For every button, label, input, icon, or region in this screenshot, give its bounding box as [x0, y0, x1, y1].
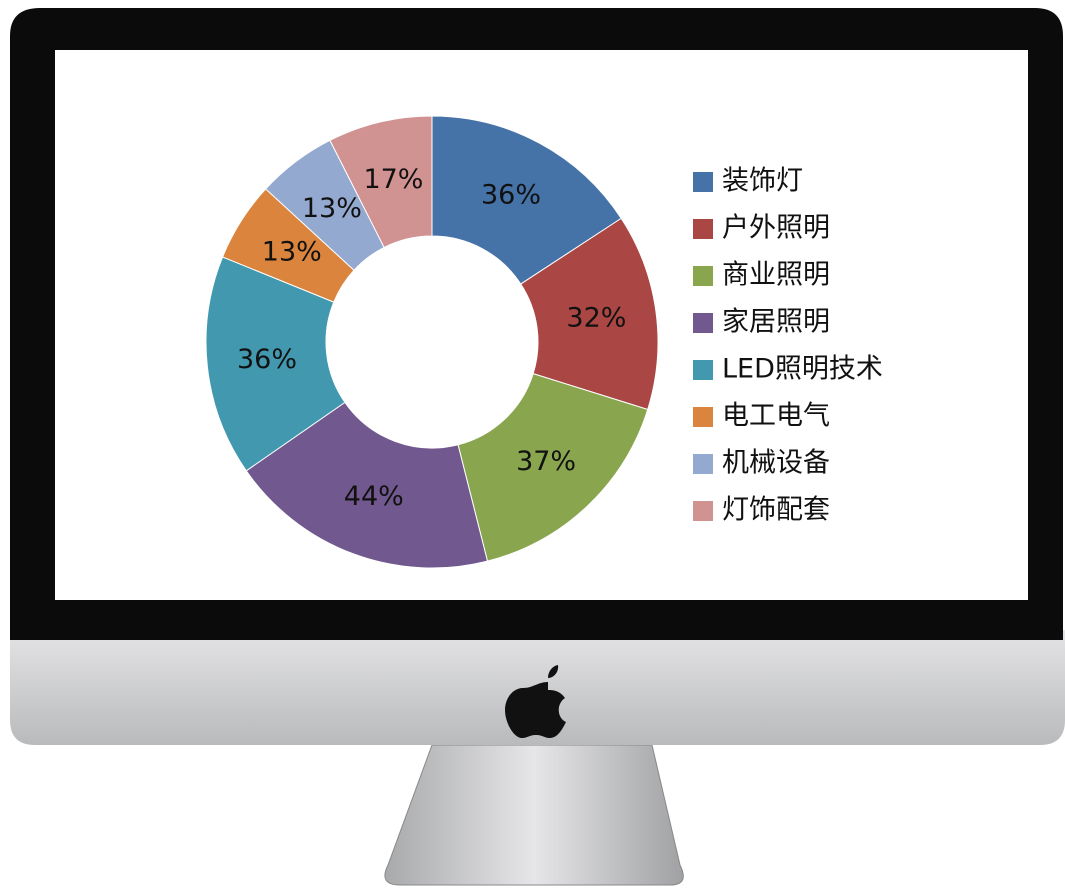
- legend-swatch: [693, 313, 713, 333]
- slice: [245, 401, 489, 569]
- legend-label: 商业照明: [722, 260, 830, 291]
- slice: [520, 217, 659, 411]
- legend-swatch: [693, 266, 713, 286]
- slice: [205, 256, 346, 472]
- legend-label: LED照明技术: [722, 354, 883, 385]
- slice: [329, 115, 433, 249]
- legend-swatch: [693, 454, 713, 474]
- legend-label: 机械设备: [722, 448, 830, 479]
- data-label: 36%: [237, 344, 297, 375]
- data-label: 13%: [302, 193, 362, 224]
- slice: [431, 115, 622, 285]
- data-label: 44%: [344, 481, 404, 512]
- data-label: 36%: [481, 180, 541, 211]
- logo: [505, 665, 566, 738]
- legend-swatch: [693, 501, 713, 521]
- legend-label: 灯饰配套: [722, 495, 830, 526]
- stand: [384, 744, 684, 886]
- legend-label: 家居照明: [722, 307, 830, 338]
- data-label: 17%: [363, 164, 423, 195]
- legend-swatch: [693, 219, 713, 239]
- data-label: 13%: [262, 237, 322, 268]
- legend-label: 户外照明: [722, 213, 830, 244]
- legend-label: 电工电气: [722, 401, 830, 432]
- legend-label: 装饰灯: [722, 166, 803, 197]
- legend-swatch: [693, 360, 713, 380]
- legend-swatch: [693, 172, 713, 192]
- legend-swatch: [693, 407, 713, 427]
- data-label: 32%: [566, 303, 626, 334]
- chart: 36%32%37%44%36%13%13%17% 装饰灯户外照明商业照明家居照明L…: [205, 115, 883, 569]
- slice: [457, 373, 649, 562]
- data-label: 37%: [516, 446, 576, 477]
